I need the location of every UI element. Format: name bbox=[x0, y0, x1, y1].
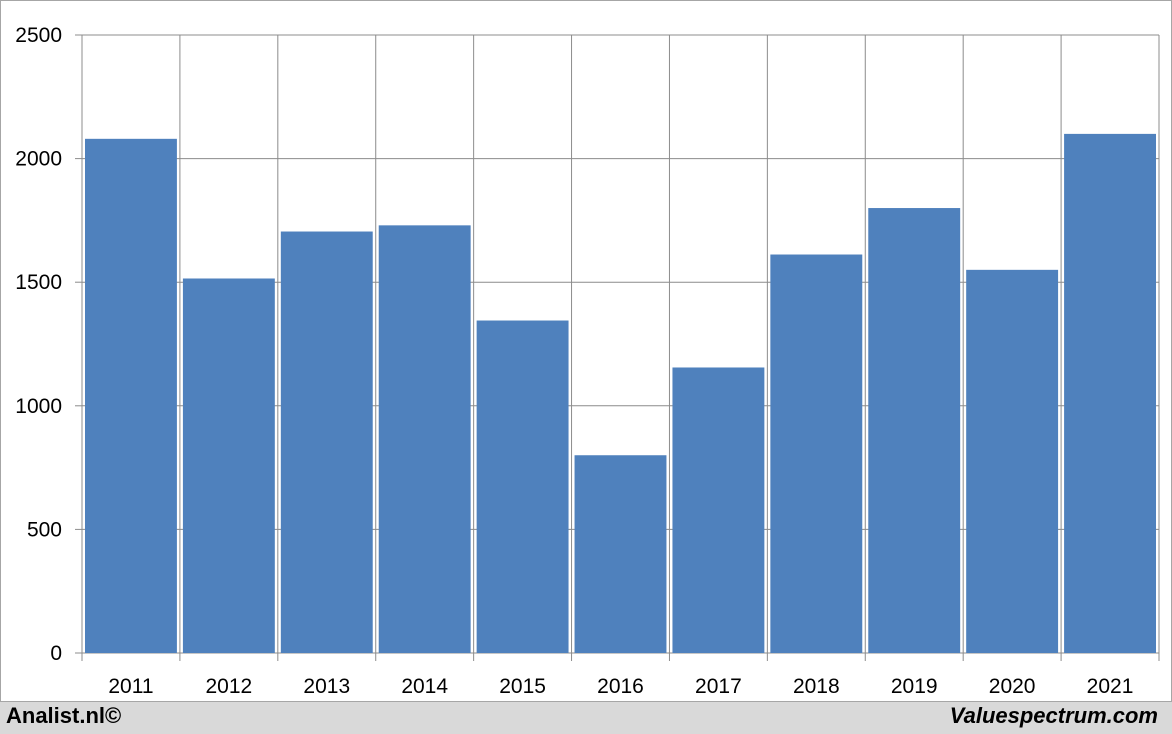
bar-2015 bbox=[476, 320, 569, 653]
bar-2019 bbox=[868, 208, 961, 654]
bar-2012 bbox=[182, 278, 275, 653]
bar-chart: 0 500 1000 1500 2000 2500 2011 2012 2013 2014 2015… bbox=[15, 24, 1160, 698]
y-tick-label-1000: 1000 bbox=[15, 395, 62, 418]
x-tick-label-2019: 2019 bbox=[891, 675, 938, 698]
y-tick-label-0: 0 bbox=[50, 642, 62, 665]
x-tick-label-2020: 2020 bbox=[989, 675, 1036, 698]
bar-2016 bbox=[574, 455, 667, 653]
y-tick-label-1500: 1500 bbox=[15, 271, 62, 294]
bar-2020 bbox=[966, 269, 1059, 653]
x-tick-label-2013: 2013 bbox=[303, 675, 350, 698]
bar-2011 bbox=[85, 138, 177, 654]
analist-credit: Analist.nl© bbox=[6, 703, 122, 728]
x-tick-label-2012: 2012 bbox=[206, 675, 253, 698]
y-tick-label-2000: 2000 bbox=[15, 148, 62, 171]
x-tick-label-2014: 2014 bbox=[401, 675, 448, 698]
x-tick-label-2018: 2018 bbox=[793, 675, 840, 698]
bar-2021 bbox=[1064, 133, 1156, 653]
x-tick-label-2017: 2017 bbox=[695, 675, 742, 698]
y-tick-label-500: 500 bbox=[27, 518, 62, 541]
x-tick-label-2011: 2011 bbox=[108, 675, 153, 698]
x-tick-label-2015: 2015 bbox=[499, 675, 546, 698]
chart-frame: 0 500 1000 1500 2000 2500 2011 2012 2013 2014 2015… bbox=[0, 0, 1172, 702]
bar-2013 bbox=[280, 231, 373, 654]
x-tick-label-2021: 2021 bbox=[1087, 675, 1134, 698]
x-tick-label-2016: 2016 bbox=[597, 675, 644, 698]
bar-2014 bbox=[378, 225, 471, 653]
valuespectrum-credit: Valuespectrum.com bbox=[949, 703, 1158, 728]
bar-2017 bbox=[672, 367, 765, 653]
y-tick-label-2500: 2500 bbox=[15, 24, 62, 47]
bar-2018 bbox=[770, 254, 863, 653]
